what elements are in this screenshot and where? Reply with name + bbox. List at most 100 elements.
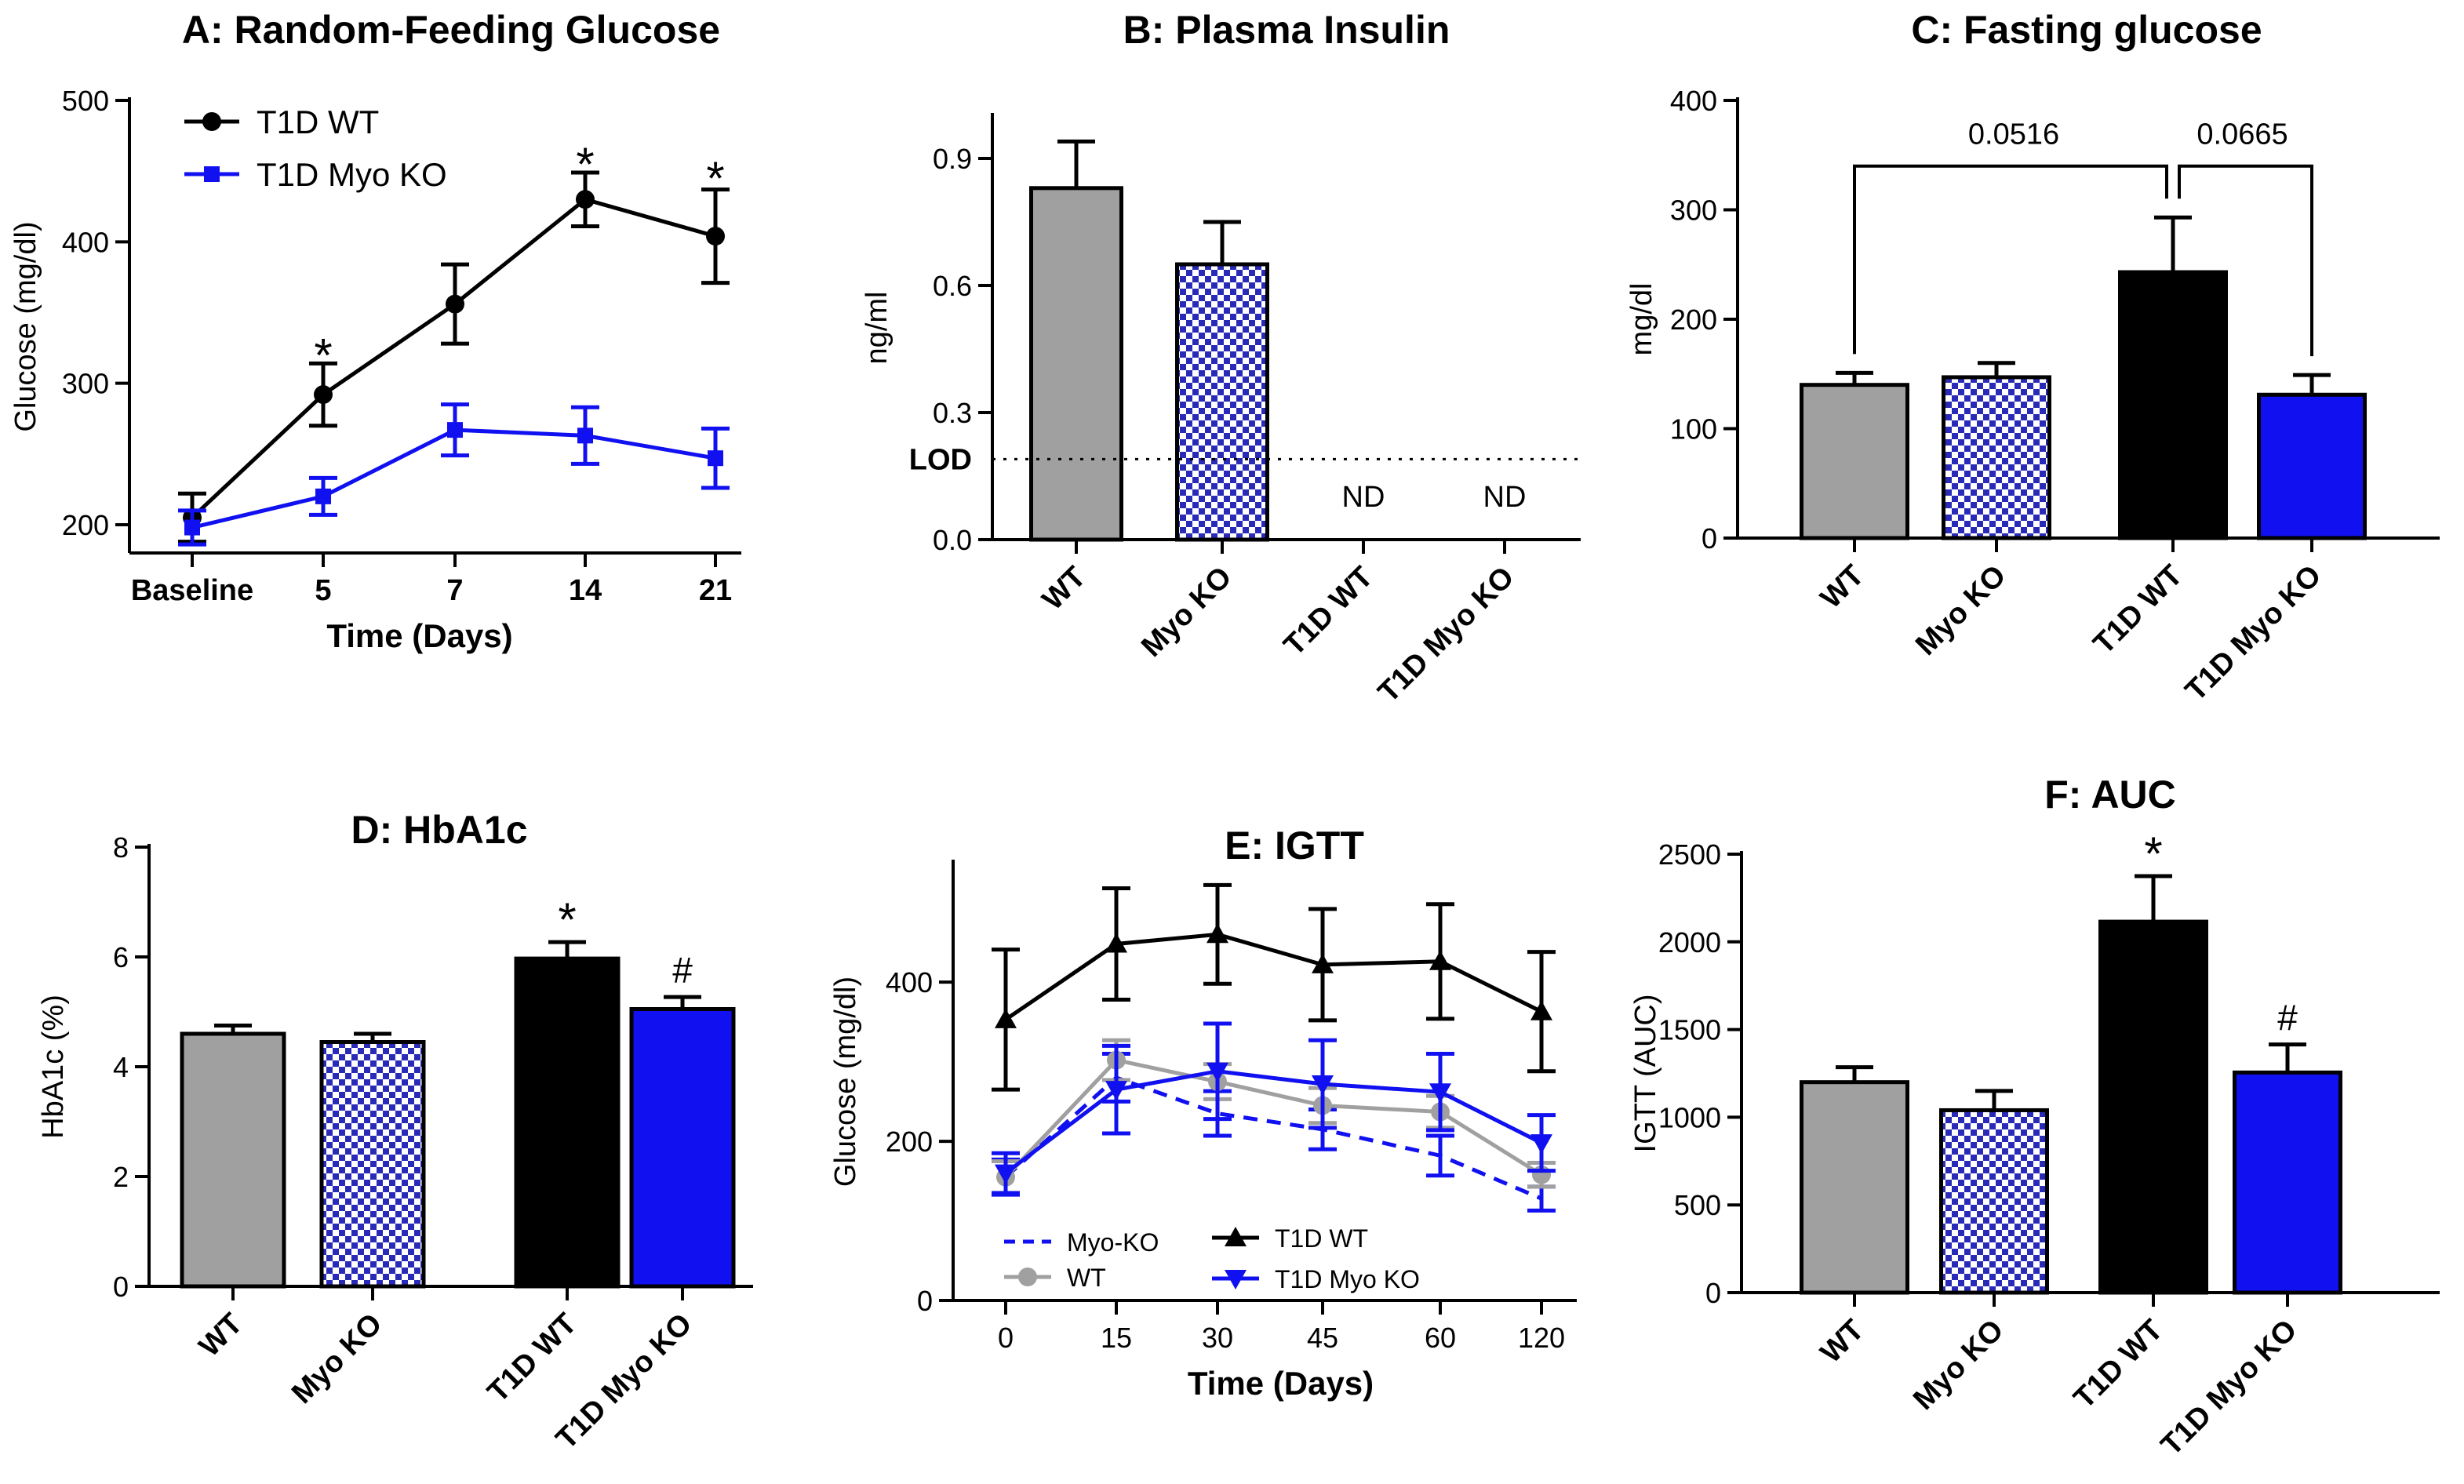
series-line bbox=[1004, 1069, 1543, 1175]
y-tick-label: 6 bbox=[113, 941, 129, 973]
x-tick-label: 60 bbox=[1425, 1322, 1456, 1354]
y-axis-label: ng/ml bbox=[861, 292, 894, 365]
y-tick-label: 500 bbox=[1674, 1189, 1721, 1221]
y-tick-label: 0.3 bbox=[933, 397, 972, 429]
data-point bbox=[447, 422, 463, 438]
y-axis-label: IGTT (AUC) bbox=[1629, 995, 1662, 1153]
x-tick-label: 45 bbox=[1307, 1322, 1338, 1354]
x-tick-label: T1D WT bbox=[2068, 1314, 2170, 1416]
bar bbox=[1800, 1080, 1909, 1295]
bar bbox=[2098, 919, 2208, 1295]
legend-marker bbox=[202, 112, 221, 131]
x-tick-label: T1D WT bbox=[482, 1308, 584, 1409]
y-tick-label: 200 bbox=[1670, 304, 1717, 336]
data-point bbox=[577, 427, 593, 444]
chart-title: E: IGTT bbox=[1225, 824, 1364, 867]
y-tick-label: 300 bbox=[62, 368, 109, 400]
legend-label: T1D Myo KO bbox=[1275, 1265, 1420, 1293]
bracket-left bbox=[1853, 164, 2168, 355]
series-line bbox=[1004, 1057, 1543, 1179]
y-axis-label: Glucose (mg/dl) bbox=[829, 977, 862, 1187]
legend-label: Myo-KO bbox=[1067, 1228, 1159, 1257]
significance-mark: # bbox=[672, 950, 693, 991]
significance-mark: * bbox=[2144, 827, 2162, 880]
bracket-right bbox=[2178, 164, 2313, 357]
bar bbox=[2118, 270, 2228, 540]
data-point bbox=[315, 488, 331, 504]
bar bbox=[2257, 392, 2367, 540]
series-line bbox=[1004, 1075, 1542, 1201]
panel-C: C: Fasting glucose 0 100 200 300 400 mg/dl WT My… bbox=[1625, 8, 2440, 707]
y-tick-label: 0 bbox=[1702, 522, 1717, 555]
x-tick-label: T1D Myo KO bbox=[1372, 561, 1520, 709]
x-tick-label: 5 bbox=[315, 574, 331, 607]
y-tick-label: 200 bbox=[62, 509, 109, 541]
data-point bbox=[576, 190, 595, 209]
data-point bbox=[995, 1164, 1017, 1184]
y-tick-label: 0.6 bbox=[933, 270, 972, 302]
significance-mark: * bbox=[706, 152, 724, 205]
panel-A: A: Random-Feeding Glucose 200 300 400 500 Glu… bbox=[9, 8, 741, 654]
y-tick-label: 400 bbox=[1670, 85, 1717, 117]
bracket-label-left: 0.0516 bbox=[1968, 118, 2059, 151]
y-tick-label: 400 bbox=[886, 966, 933, 998]
x-tick-label: Myo KO bbox=[286, 1308, 388, 1410]
data-point bbox=[184, 519, 200, 536]
x-tick-label: 120 bbox=[1518, 1322, 1565, 1354]
x-tick-label: T1D WT bbox=[1278, 561, 1380, 663]
x-tick-label: T1D WT bbox=[2087, 559, 2189, 661]
y-tick-label: 200 bbox=[886, 1126, 933, 1158]
x-tick-label: T1D Myo KO bbox=[2155, 1314, 2303, 1462]
data-point bbox=[1207, 1062, 1228, 1082]
data-point bbox=[1429, 950, 1451, 970]
legend-label: T1D WT bbox=[1275, 1224, 1368, 1253]
significance-mark: * bbox=[314, 329, 332, 382]
legend-marker bbox=[1225, 1227, 1247, 1246]
significance-mark: # bbox=[2277, 998, 2298, 1038]
bar bbox=[629, 1007, 736, 1289]
x-tick-label: Baseline bbox=[131, 574, 253, 607]
y-tick-label: 2 bbox=[113, 1161, 129, 1193]
panel-F: F: AUC 0 500 1000 1500 2000 2500 IGTT (AUC) WT My… bbox=[1629, 773, 2440, 1462]
nd-label: ND bbox=[1342, 481, 1385, 514]
data-point bbox=[1530, 1134, 1552, 1155]
x-tick-label: 30 bbox=[1202, 1322, 1233, 1354]
y-tick-label: 1000 bbox=[1658, 1101, 1721, 1133]
y-tick-label: 500 bbox=[62, 85, 109, 117]
x-tick-label: 7 bbox=[446, 574, 463, 607]
x-tick-label: 14 bbox=[569, 574, 602, 607]
x-tick-label: WT bbox=[193, 1308, 249, 1363]
data-point bbox=[706, 227, 725, 246]
x-axis-label: Time (Days) bbox=[326, 617, 512, 654]
chart-title: A: Random-Feeding Glucose bbox=[182, 8, 720, 52]
legend-label: WT bbox=[1067, 1264, 1106, 1292]
legend-marker bbox=[1018, 1268, 1037, 1286]
data-point bbox=[1105, 1081, 1127, 1101]
x-tick-label: WT bbox=[1036, 561, 1092, 617]
y-axis-label: Glucose (mg/dl) bbox=[9, 221, 42, 431]
x-tick-label: 21 bbox=[699, 574, 732, 607]
data-point bbox=[1312, 953, 1334, 973]
legend-marker bbox=[204, 166, 220, 182]
bar bbox=[1939, 1108, 2049, 1295]
x-tick-label: Myo KO bbox=[1909, 559, 2012, 662]
data-point bbox=[1105, 933, 1127, 953]
x-tick-label: Myo KO bbox=[1135, 561, 1238, 664]
lod-label: LOD bbox=[909, 443, 972, 476]
series-line bbox=[191, 197, 716, 519]
x-tick-label: Myo KO bbox=[1907, 1314, 2010, 1417]
x-axis-label: Time (Days) bbox=[1188, 1365, 1374, 1402]
data-point bbox=[995, 1008, 1017, 1028]
bar bbox=[1942, 375, 2051, 540]
x-tick-label: 15 bbox=[1101, 1322, 1132, 1354]
y-tick-label: 2500 bbox=[1658, 838, 1721, 871]
x-tick-label: 0 bbox=[998, 1322, 1014, 1354]
legend-label: T1D WT bbox=[257, 104, 379, 140]
chart-title: F: AUC bbox=[2044, 773, 2176, 817]
data-point bbox=[1429, 1083, 1451, 1104]
bar bbox=[514, 956, 621, 1289]
y-tick-label: 8 bbox=[113, 831, 129, 864]
x-tick-label: WT bbox=[1814, 1314, 1870, 1369]
y-tick-label: 4 bbox=[113, 1051, 129, 1083]
